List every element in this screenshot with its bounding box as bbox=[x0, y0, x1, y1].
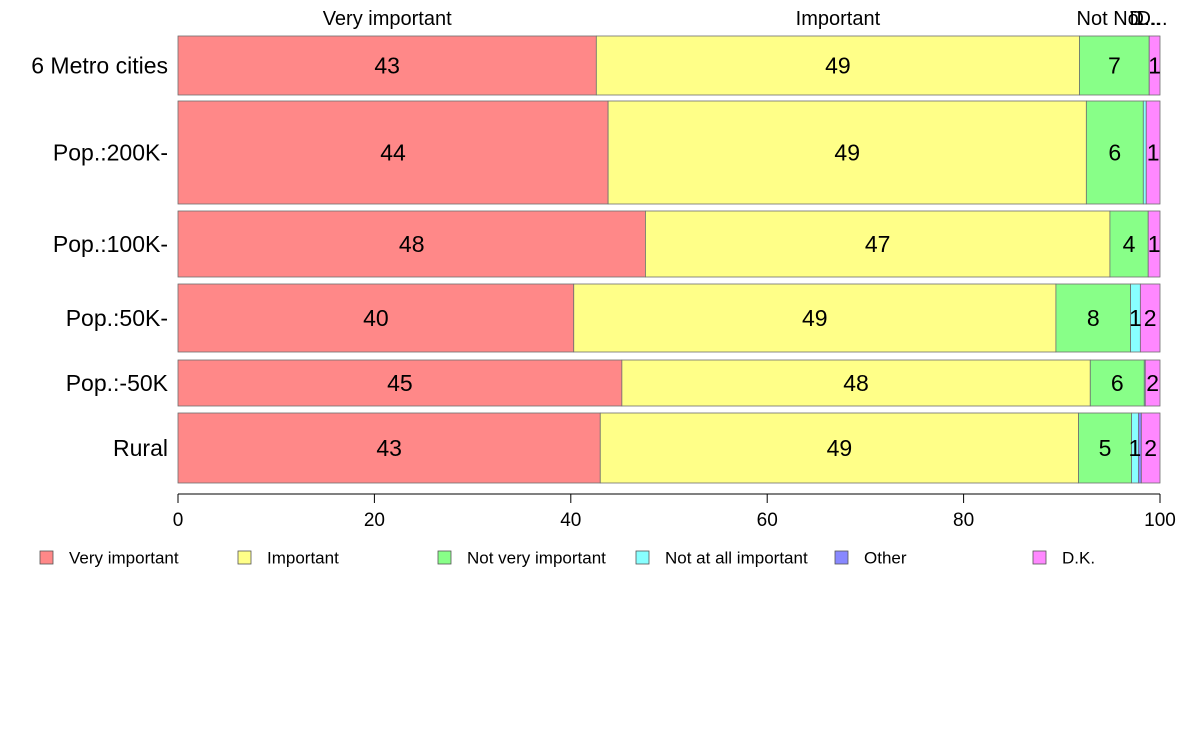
legend-label: Important bbox=[267, 549, 339, 568]
legend-swatch bbox=[635, 550, 650, 565]
legend-label: D.K. bbox=[1062, 549, 1095, 568]
data-label: 1 bbox=[1148, 53, 1161, 79]
legend-label: Not at all important bbox=[665, 549, 808, 568]
category-label: Pop.:-50K bbox=[66, 370, 169, 396]
data-label: 49 bbox=[802, 305, 828, 331]
legend-swatch bbox=[437, 550, 452, 565]
legend-swatch bbox=[834, 550, 849, 565]
data-label: 45 bbox=[387, 370, 413, 396]
bar-segment bbox=[599, 412, 1079, 484]
x-tick-label: 60 bbox=[757, 510, 778, 531]
data-label: 49 bbox=[825, 53, 851, 79]
bar-segment bbox=[621, 359, 1091, 407]
category-label: Pop.:50K- bbox=[66, 305, 168, 331]
bar-segment bbox=[1147, 210, 1161, 278]
legend-label: Not very important bbox=[467, 549, 606, 568]
bar-segment bbox=[1109, 210, 1149, 278]
data-label: 1 bbox=[1147, 140, 1160, 166]
bar-segment bbox=[1079, 35, 1150, 96]
data-label: 48 bbox=[843, 370, 869, 396]
legend-label: Very important bbox=[69, 549, 179, 568]
x-tick-label: 80 bbox=[953, 510, 974, 531]
bar-segment bbox=[177, 412, 601, 484]
top-segment-label: Important bbox=[796, 8, 881, 30]
bar-segment bbox=[1085, 100, 1144, 205]
bar-segment bbox=[607, 100, 1087, 205]
category-label: Rural bbox=[113, 435, 168, 461]
top-segment-label: Very important bbox=[323, 8, 452, 30]
data-label: 6 bbox=[1108, 140, 1121, 166]
top-segment-label: D... bbox=[1136, 8, 1167, 30]
bar-segment bbox=[177, 35, 597, 96]
bar-segment bbox=[177, 100, 609, 205]
data-label: 48 bbox=[399, 231, 425, 257]
x-tick-label: 40 bbox=[560, 510, 581, 531]
data-label: 43 bbox=[374, 53, 400, 79]
legend-label: Other bbox=[864, 549, 907, 568]
top-segment-label: Not Nö... bbox=[1077, 8, 1156, 30]
data-label: 2 bbox=[1144, 305, 1157, 331]
data-label: 5 bbox=[1099, 435, 1112, 461]
category-label: Pop.:100K- bbox=[53, 231, 168, 257]
data-label: 7 bbox=[1108, 53, 1121, 79]
bar-segment bbox=[645, 210, 1111, 278]
x-tick-label: 20 bbox=[364, 510, 385, 531]
category-label: Pop.:200K- bbox=[53, 140, 168, 166]
data-label: 1 bbox=[1129, 305, 1142, 331]
bar-segment bbox=[177, 210, 646, 278]
bar-segment bbox=[1144, 359, 1161, 407]
bar-segment bbox=[595, 35, 1080, 96]
category-label: 6 Metro cities bbox=[31, 53, 168, 79]
data-label: 49 bbox=[834, 140, 860, 166]
data-label: 44 bbox=[380, 140, 406, 166]
bar-segment bbox=[1139, 283, 1161, 353]
data-label: 1 bbox=[1129, 435, 1142, 461]
bar-segment bbox=[1148, 35, 1161, 96]
data-label: 8 bbox=[1087, 305, 1100, 331]
data-label: 43 bbox=[376, 435, 402, 461]
bar-segment bbox=[1055, 283, 1131, 353]
data-label: 1 bbox=[1148, 231, 1161, 257]
data-label: 40 bbox=[363, 305, 389, 331]
bar-segment bbox=[1145, 100, 1161, 205]
bar-segment bbox=[573, 283, 1057, 353]
legend-swatch bbox=[39, 550, 54, 565]
data-label: 47 bbox=[865, 231, 891, 257]
data-label: 4 bbox=[1123, 231, 1136, 257]
bar-segment bbox=[1078, 412, 1132, 484]
data-label: 49 bbox=[827, 435, 853, 461]
top-segment-label: D... bbox=[1129, 8, 1160, 30]
x-tick-label: 100 bbox=[1144, 510, 1176, 531]
x-tick-label: 0 bbox=[173, 510, 184, 531]
data-label: 2 bbox=[1146, 370, 1159, 396]
data-label: 6 bbox=[1111, 370, 1124, 396]
data-label: 2 bbox=[1144, 435, 1157, 461]
legend-swatch bbox=[237, 550, 252, 565]
bar-segment bbox=[1140, 412, 1161, 484]
legend-swatch bbox=[1032, 550, 1047, 565]
